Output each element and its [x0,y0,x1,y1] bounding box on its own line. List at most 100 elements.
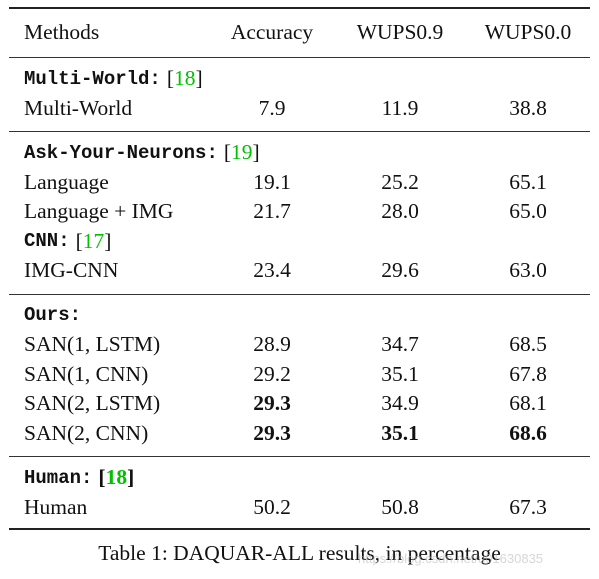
section-name: Human [24,466,82,489]
section-name: CNN [24,230,59,253]
table-row: Multi-World 7.9 11.9 38.8 [9,94,590,124]
accuracy-cell: 21.7 [253,199,291,224]
citation-number[interactable]: 18 [174,66,196,91]
table-row: Language 19.1 25.2 65.1 [9,168,590,198]
citation-link[interactable]: [18] [167,66,203,91]
section-header-row: Ours: [9,301,590,331]
table-section: Ours: SAN(1, LSTM) 28.9 34.7 68.5 SAN(1, CNN)… [9,295,590,455]
accuracy-cell: 50.2 [253,494,291,519]
wups00-cell: 68.1 [509,391,547,416]
results-table: Methods Accuracy WUPS0.9 WUPS0.0 Multi-W… [9,7,590,530]
method-cell: IMG-CNN [24,258,119,283]
section-name: Ours [24,304,70,327]
accuracy-cell: 7.9 [258,95,286,120]
section-header-row: Ask-Your-Neurons: [19] [9,138,590,168]
accuracy-cell: 29.2 [253,361,291,386]
wups09-cell: 34.9 [381,391,419,416]
section-title: Multi-World: [18] [24,64,203,94]
section-rule [9,131,590,132]
wups09-cell: 29.6 [381,258,419,283]
wups09-cell: 28.0 [381,199,419,224]
section-name: Multi-World [24,67,150,90]
wups00-cell: 68.5 [509,332,547,357]
citation-link[interactable]: [17] [76,229,112,254]
table-row: Human 50.2 50.8 67.3 [9,493,590,523]
wups09-cell: 35.1 [381,420,419,445]
table-row: Language + IMG 21.7 28.0 65.0 [9,197,590,227]
citation-open-bracket: [ [98,465,106,490]
header-wups09: WUPS0.9 [356,19,444,44]
citation-close-bracket: ] [104,228,112,253]
wups00-cell: 65.0 [509,199,547,224]
table-caption: Table 1: DAQUAR-ALL results, in percenta… [98,541,501,565]
citation-close-bracket: ] [252,140,260,165]
citation-close-bracket: ] [127,465,135,490]
table-row: IMG-CNN 23.4 29.6 63.0 [9,256,590,286]
wups09-cell: 35.1 [381,361,419,386]
method-cell: SAN(1, CNN) [24,361,149,386]
section-header-row: Multi-World: [18] [9,64,590,94]
wups00-cell: 38.8 [509,95,547,120]
method-cell: SAN(2, LSTM) [24,391,161,416]
citation-link[interactable]: [19] [224,140,260,165]
wups00-cell: 65.1 [509,169,547,194]
header-rule [9,57,590,58]
citation-link[interactable]: [18] [98,465,134,490]
method-cell: SAN(1, LSTM) [24,332,161,357]
citation-number[interactable]: 17 [82,228,105,253]
wups00-cell: 68.6 [509,420,547,445]
bottom-rule [9,528,590,530]
section-colon: : [69,304,82,327]
section-title: Human : [18] [24,463,134,493]
wups09-cell: 50.8 [381,494,419,519]
header-wups00: WUPS0.0 [484,19,572,44]
section-colon: : [149,67,161,90]
section-header-row: CNN: [17] [9,227,590,257]
section-name: Ask-Your-Neurons [24,141,207,164]
section-header-row: Human : [18] [9,463,590,493]
table-row: SAN(2, LSTM) 29.3 34.9 68.1 [9,389,590,419]
accuracy-cell: 28.9 [253,332,291,357]
wups00-cell: 67.3 [509,494,547,519]
wups09-cell: 11.9 [381,95,419,120]
method-cell: Language + IMG [24,199,174,224]
table-row: SAN(2, CNN) 29.3 35.1 68.6 [9,419,590,449]
accuracy-cell: 19.1 [253,169,291,194]
citation-open-bracket: [ [75,228,83,253]
citation-number[interactable]: 19 [231,140,253,165]
accuracy-cell: 29.3 [253,391,291,416]
table-section: Human : [18] Human 50.2 50.8 67.3 [9,457,590,528]
header-methods: Methods [24,19,100,44]
accuracy-cell: 23.4 [253,258,291,283]
method-cell: Language [24,169,109,194]
wups00-cell: 67.8 [509,361,547,386]
method-cell: SAN(2, CNN) [24,420,149,445]
table-row: SAN(1, LSTM) 28.9 34.7 68.5 [9,330,590,360]
method-cell: Multi-World [24,95,133,120]
section-colon: : [81,466,93,489]
header-row: Methods Accuracy WUPS0.9 WUPS0.0 [9,9,590,55]
citation-number[interactable]: 18 [105,465,128,490]
accuracy-cell: 29.3 [253,420,291,445]
watermark: https://blog.csdn.net/u01630835 [358,551,544,566]
table-section: Multi-World: [18] Multi-World 7.9 11.9 38.8 [9,58,590,129]
table-row: SAN(1, CNN) 29.2 35.1 67.8 [9,360,590,390]
header-accuracy: Accuracy [230,19,314,44]
wups09-cell: 34.7 [381,332,419,357]
section-rule [9,456,590,457]
wups09-cell: 25.2 [381,169,419,194]
section-rule [9,293,590,295]
method-cell: Human [24,494,88,519]
table-body: Multi-World: [18] Multi-World 7.9 11.9 38.8 As… [9,58,590,530]
citation-open-bracket: [ [166,66,174,91]
citation-close-bracket: ] [195,66,203,91]
section-colon: : [58,230,70,253]
section-colon: : [206,141,218,164]
top-rule [9,7,590,9]
table-section: Ask-Your-Neurons: [19] Language 19.1 25.2 65.… [9,132,590,292]
section-title: CNN: [17] [24,227,111,257]
wups00-cell: 63.0 [509,258,547,283]
citation-open-bracket: [ [223,140,232,165]
section-title: Ask-Your-Neurons: [19] [24,138,260,168]
section-title: Ours: [24,301,81,331]
